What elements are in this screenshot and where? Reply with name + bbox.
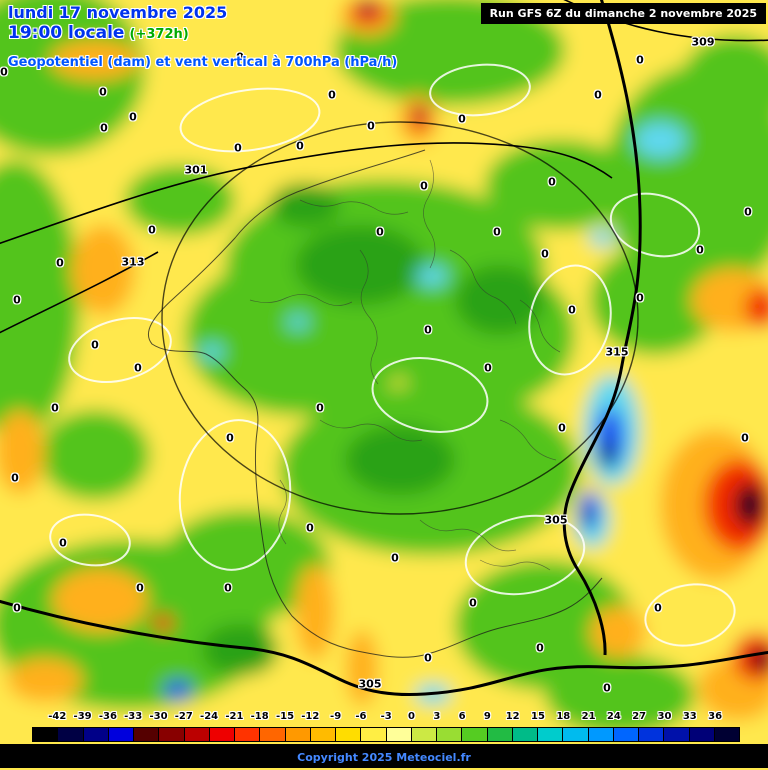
department-boundaries: [249, 159, 561, 571]
footer-bar: Copyright 2025 Meteociel.fr: [0, 744, 768, 768]
map-subtitle: Geopotentiel (dam) et vent vertical à 70…: [8, 54, 398, 70]
run-info-box: Run GFS 6Z du dimanche 2 novembre 2025: [480, 3, 766, 24]
legend-cell: [613, 728, 639, 741]
legend-tick-label: 12: [505, 711, 520, 722]
legend-tick-label: -33: [124, 711, 143, 722]
legend-cell: [58, 728, 84, 741]
legend-cell: [134, 728, 160, 741]
header: lundi 17 novembre 2025 19:00 locale (+37…: [8, 3, 398, 71]
legend-tick-label: 36: [708, 711, 723, 722]
copyright-link[interactable]: Copyright 2025 Meteociel.fr: [297, 751, 471, 764]
date-label: lundi 17 novembre 2025: [8, 3, 228, 22]
legend-cell: [588, 728, 614, 741]
legend-tick-label: -27: [174, 711, 193, 722]
legend-cell: [361, 728, 387, 741]
legend-tick-label: 18: [556, 711, 571, 722]
legend-cell: [411, 728, 437, 741]
legend-tick-label: 3: [433, 711, 441, 722]
legend-tick-label: -6: [355, 711, 367, 722]
legend-tick-label: 0: [408, 711, 415, 722]
legend-ticks: -42 -39 -36 -33 -30 -27 -24 -21 -18 -15 -12 -9 -6 -3 0…: [0, 711, 768, 725]
legend-tick-label: -18: [250, 711, 269, 722]
legend-cell: [285, 728, 311, 741]
legend-tick-label: 30: [657, 711, 672, 722]
legend-cell: [639, 728, 665, 741]
legend-cell: [83, 728, 109, 741]
legend-tick-label: 9: [483, 711, 491, 722]
legend-cell: [462, 728, 488, 741]
local-time-label: 19:00 locale: [8, 23, 125, 44]
legend-cell: [235, 728, 261, 741]
legend-cell: [33, 728, 59, 741]
legend-tick-label: -36: [98, 711, 117, 722]
forecast-offset-label: (+372h): [129, 27, 189, 43]
legend-cell: [487, 728, 513, 741]
legend-cell: [260, 728, 286, 741]
legend-color-bar: [32, 727, 740, 742]
legend-cell: [159, 728, 185, 741]
legend-cell: [689, 728, 715, 741]
legend-tick-label: -42: [48, 711, 67, 722]
legend-tick-label: 27: [632, 711, 647, 722]
legend-tick-label: 33: [682, 711, 697, 722]
legend-tick-label: 15: [531, 711, 545, 722]
legend-tick-label: 24: [606, 711, 621, 722]
legend-cell: [664, 728, 690, 741]
legend-cell: [538, 728, 564, 741]
legend-tick-label: -15: [275, 711, 295, 722]
coastline: [147, 149, 603, 658]
legend-cell: [437, 728, 463, 741]
legend-tick-label: -30: [149, 711, 168, 722]
time-line: 19:00 locale (+372h): [8, 24, 397, 44]
legend-tick-label: -3: [380, 711, 392, 722]
legend-cell: [336, 728, 362, 741]
white-contour-lines: [49, 63, 736, 647]
legend-tick-label: -24: [200, 711, 219, 722]
legend-tick-label: -39: [73, 711, 92, 722]
legend-tick-label: 21: [581, 711, 596, 722]
legend-cell: [714, 728, 739, 741]
legend-tick-label: -9: [330, 711, 342, 722]
legend-cell: [512, 728, 538, 741]
legend-cell: [108, 728, 134, 741]
legend-tick-label: 6: [458, 711, 466, 722]
legend-cell: [563, 728, 589, 741]
legend-tick-label: -21: [225, 711, 244, 722]
legend-cell: [209, 728, 235, 741]
legend-cell: [386, 728, 412, 741]
legend-cell: [310, 728, 336, 741]
legend-cell: [184, 728, 210, 741]
legend-tick-label: -12: [301, 711, 320, 722]
geopotential-contours: [0, 0, 768, 697]
